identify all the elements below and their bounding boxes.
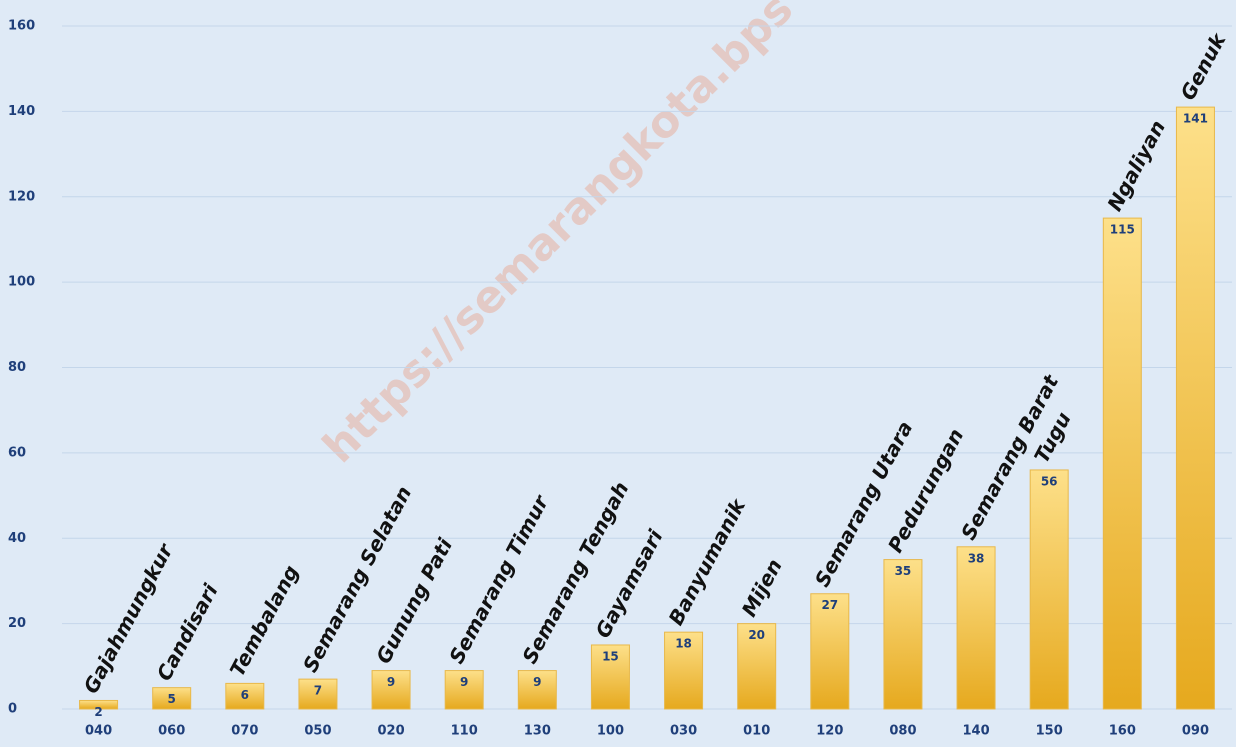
y-tick-label: 20 — [8, 616, 26, 631]
bar — [590, 644, 630, 710]
bar — [225, 682, 265, 710]
bar — [810, 593, 850, 710]
x-tick-label: 050 — [304, 724, 331, 739]
value-label: 18 — [675, 637, 692, 651]
x-tick-label: 080 — [889, 724, 916, 739]
y-tick-label: 140 — [8, 104, 35, 119]
x-tick-label: 030 — [670, 724, 697, 739]
bar — [1102, 217, 1142, 710]
y-tick-label: 80 — [8, 360, 26, 375]
bar — [737, 623, 777, 710]
x-tick-label: 090 — [1182, 724, 1209, 739]
y-tick-label: 40 — [8, 531, 26, 546]
y-tick-label: 60 — [8, 445, 26, 460]
bar — [152, 687, 192, 710]
x-tick-label: 110 — [451, 724, 478, 739]
y-tick-label: 120 — [8, 189, 35, 204]
value-label: 38 — [968, 551, 985, 565]
x-tick-label: 150 — [1036, 724, 1063, 739]
value-label: 141 — [1183, 112, 1208, 126]
value-label: 2 — [94, 705, 102, 719]
bar — [517, 670, 557, 710]
x-tick-label: 010 — [743, 724, 770, 739]
value-label: 20 — [748, 628, 765, 642]
y-tick-label: 100 — [8, 275, 35, 290]
bar — [664, 631, 704, 710]
bar — [371, 670, 411, 710]
x-tick-label: 060 — [158, 724, 185, 739]
x-tick-label: 100 — [597, 724, 624, 739]
x-tick-label: 020 — [377, 724, 404, 739]
value-label: 5 — [168, 692, 176, 706]
x-tick-label: 160 — [1109, 724, 1136, 739]
value-label: 115 — [1110, 223, 1135, 237]
value-label: 56 — [1041, 474, 1058, 488]
y-tick-label: 0 — [8, 702, 17, 717]
bar — [956, 546, 996, 710]
y-tick-label: 160 — [8, 19, 35, 34]
x-tick-label: 140 — [962, 724, 989, 739]
value-label: 9 — [460, 675, 468, 689]
x-tick-label: 070 — [231, 724, 258, 739]
value-label: 9 — [533, 675, 541, 689]
bar — [1029, 469, 1069, 710]
bar — [298, 678, 338, 710]
bar — [79, 699, 119, 710]
value-label: 35 — [895, 564, 912, 578]
bar — [444, 670, 484, 710]
value-label: 27 — [821, 598, 838, 612]
x-tick-label: 130 — [524, 724, 551, 739]
value-label: 15 — [602, 649, 619, 663]
x-tick-label: 040 — [85, 724, 112, 739]
value-label: 7 — [314, 684, 322, 698]
x-tick-label: 120 — [816, 724, 843, 739]
bar — [883, 559, 923, 710]
value-label: 9 — [387, 675, 395, 689]
value-label: 6 — [241, 688, 249, 702]
bar — [1175, 106, 1215, 710]
